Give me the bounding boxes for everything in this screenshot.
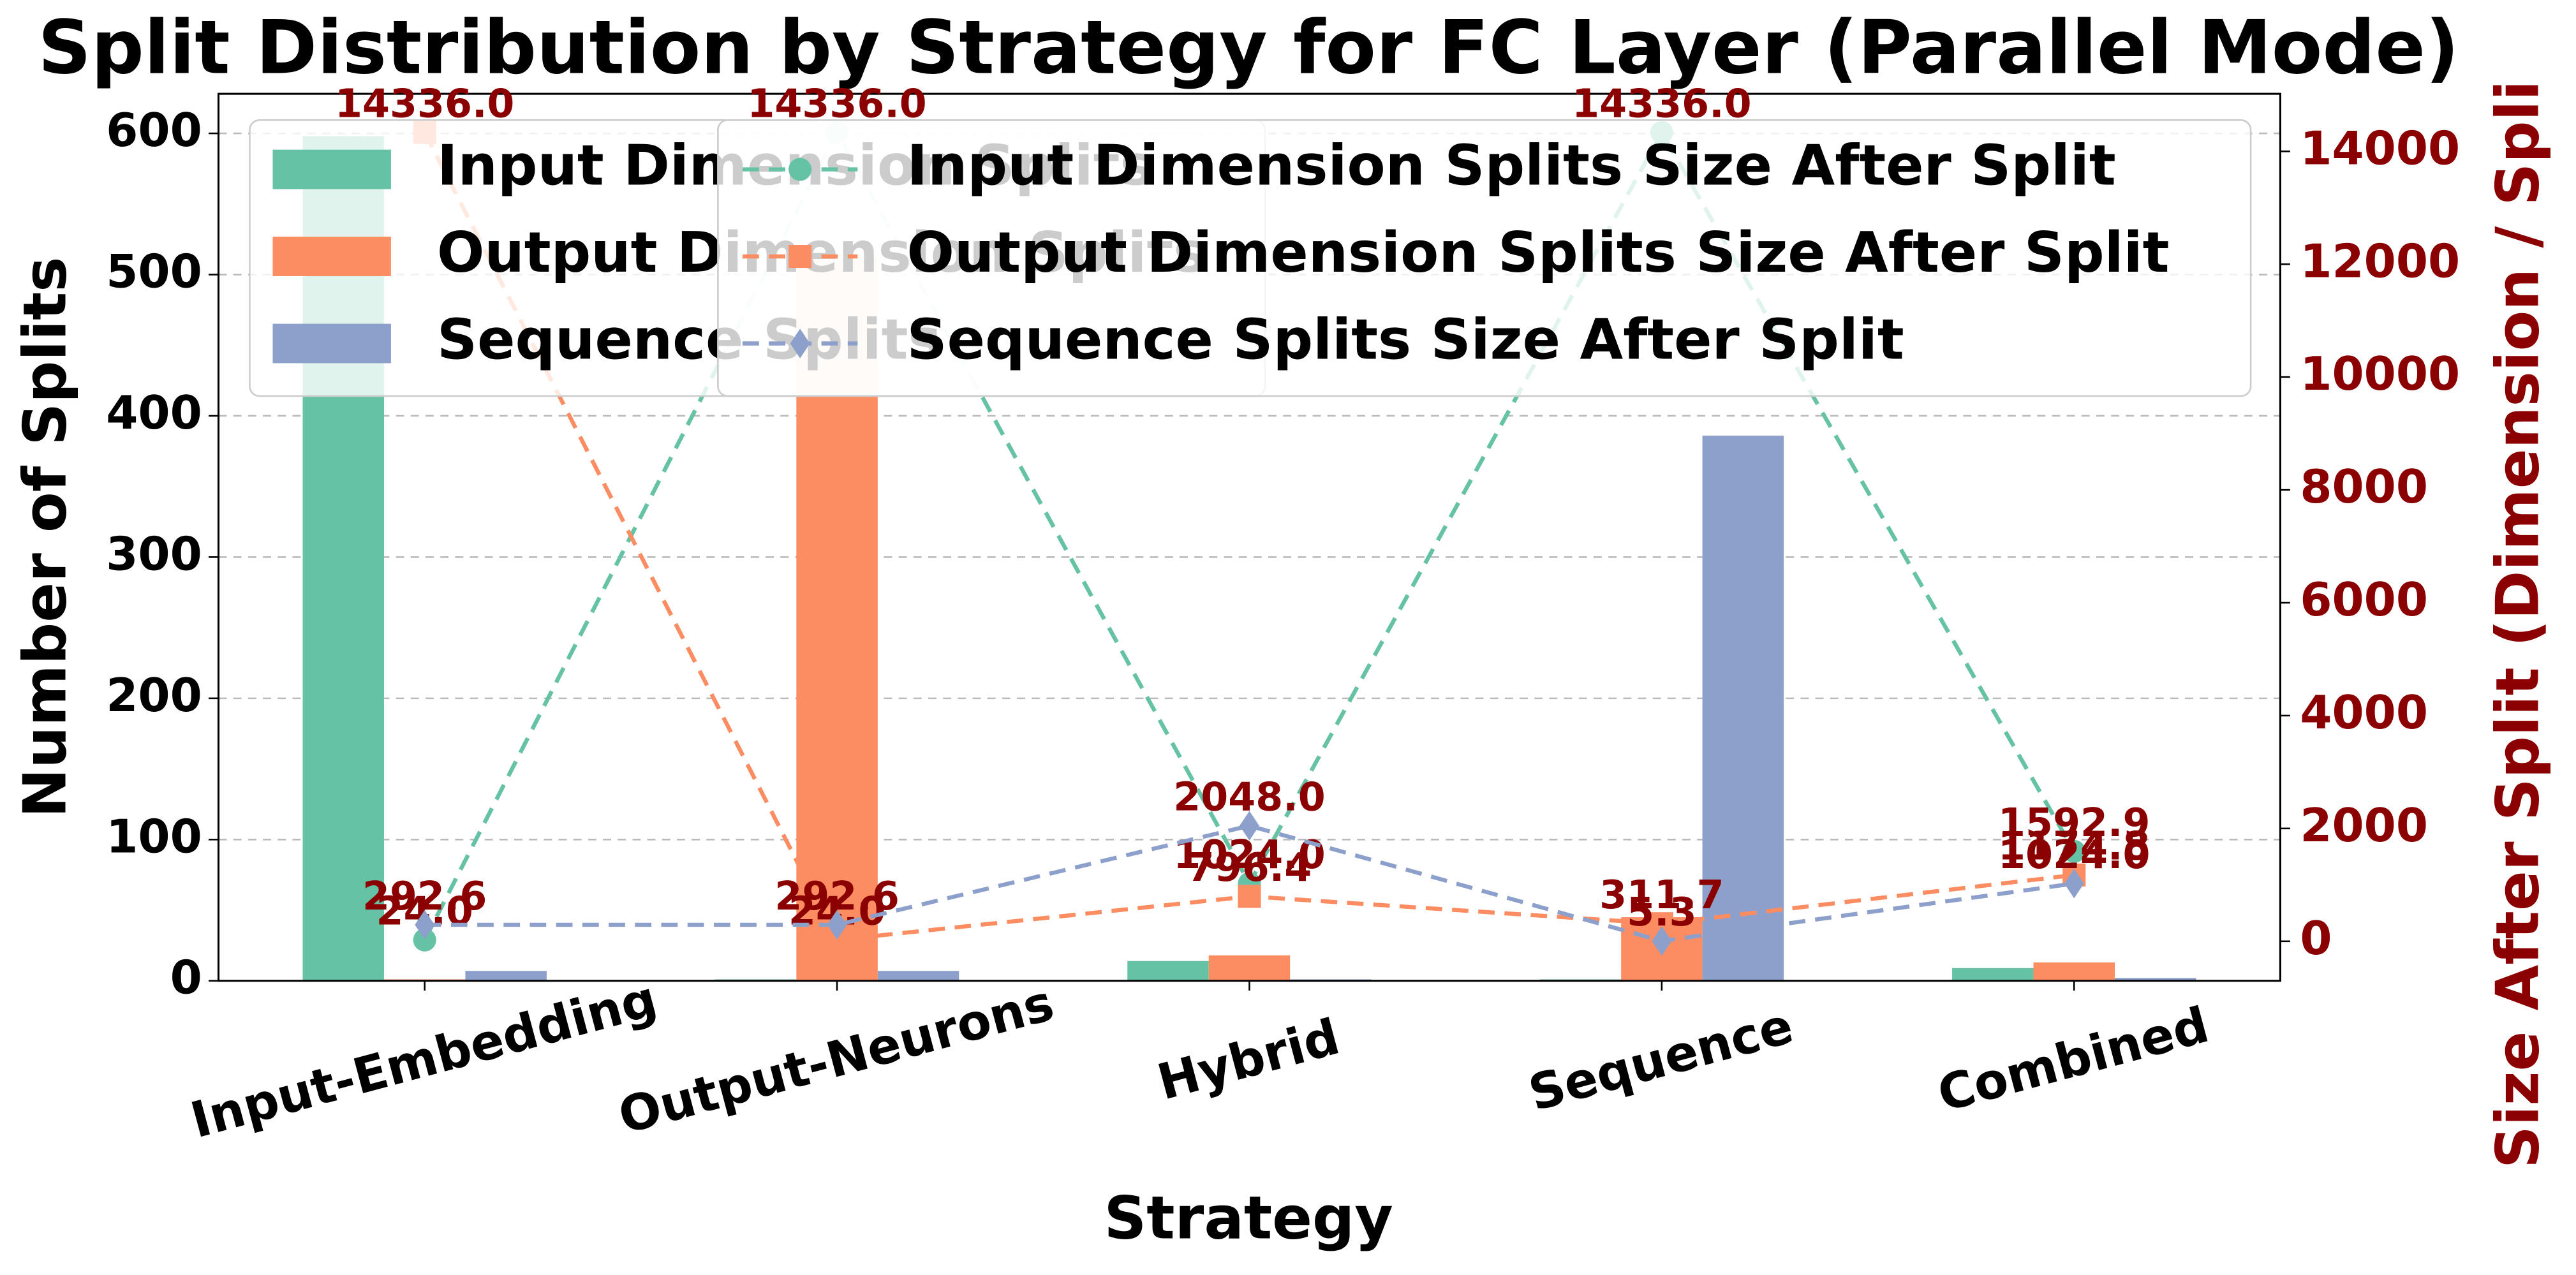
marker [1238, 885, 1261, 908]
x-tick-label: Hybrid [1151, 1008, 1345, 1112]
y2-axis-label: Size After Split (Dimension / Spli [2483, 80, 2552, 1168]
marker [2064, 869, 2084, 899]
y2-tick-label: 4000 [2300, 686, 2428, 740]
marker [788, 158, 812, 181]
value-label: 292.6 [774, 873, 899, 919]
legend-box [717, 119, 2252, 397]
y-tick-label: 100 [106, 810, 202, 864]
value-label: 1174.8 [1998, 823, 2150, 869]
value-label: 292.6 [362, 873, 487, 919]
y-tick-label: 500 [106, 246, 202, 299]
bar [1952, 968, 2034, 981]
y-tick-label: 300 [106, 527, 202, 581]
y2-tick-label: 10000 [2300, 348, 2460, 401]
legend-swatch [272, 323, 391, 364]
legend-label: Sequence Splits Size After Split [907, 307, 1904, 372]
value-label: 311.7 [1599, 872, 1724, 918]
x-tick-label: Output-Neurons [613, 974, 1060, 1145]
y-tick-label: 400 [106, 387, 202, 440]
bar [877, 971, 959, 981]
marker [413, 928, 436, 952]
bar [1127, 961, 1209, 981]
y2-tick-label: 14000 [2300, 122, 2460, 175]
value-label: 1024.0 [1998, 832, 2150, 878]
bar [2114, 978, 2196, 981]
marker [415, 910, 435, 940]
marker [827, 910, 847, 940]
y-tick-label: 200 [106, 669, 202, 723]
y2-tick-label: 8000 [2300, 461, 2428, 514]
x-tick-label: Input-Embedding [185, 970, 663, 1149]
legend-swatch [272, 237, 391, 276]
bar [465, 971, 547, 981]
legend-label: Input Dimension Splits Size After Split [907, 133, 2116, 198]
value-label: 14336.0 [747, 80, 926, 126]
plot-frame [217, 92, 2281, 982]
line [424, 823, 2075, 943]
y2-tick-label: 0 [2300, 912, 2332, 966]
y2-tick-label: 12000 [2300, 235, 2460, 288]
value-label: 14336.0 [1572, 80, 1751, 126]
y-tick-label: 0 [170, 952, 202, 1005]
value-label: 5.3 [1627, 889, 1696, 935]
value-label: 14336.0 [335, 80, 514, 126]
bar [1702, 435, 1784, 981]
legend-label: Output Dimension Splits Size After Split [907, 220, 2170, 285]
bar [2033, 962, 2115, 981]
legend-swatch [272, 149, 391, 189]
y-tick-label: 600 [106, 104, 202, 158]
chart-title: Split Distribution by Strategy for FC La… [38, 4, 2459, 91]
value-label: 796.4 [1187, 844, 1312, 890]
marker [2062, 839, 2086, 863]
marker [790, 328, 810, 358]
bar [1208, 955, 1291, 981]
y-axis-label: Number of Splits [11, 257, 80, 818]
x-tick-label: Sequence [1523, 997, 1799, 1123]
value-label: 2048.0 [1173, 774, 1325, 820]
legend: Input Dimension Splits Size After Split O… [717, 119, 2252, 397]
y2-tick-label: 6000 [2300, 573, 2428, 627]
y2-tick-label: 2000 [2300, 799, 2428, 853]
x-tick-label: Combined [1932, 996, 2214, 1123]
value-label: 1592.9 [1998, 800, 2150, 846]
x-axis-label: Strategy [1104, 1184, 1393, 1253]
marker [788, 245, 812, 269]
